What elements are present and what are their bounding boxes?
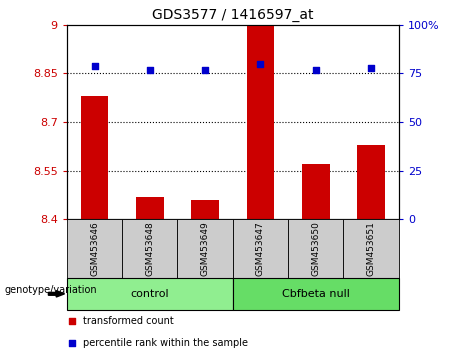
Text: GSM453649: GSM453649 [201, 221, 210, 276]
Bar [357, 145, 385, 219]
Bar [288, 219, 343, 278]
Point [69, 341, 76, 346]
Point [201, 67, 209, 72]
Point [91, 63, 98, 68]
Bar [247, 25, 274, 219]
Point [312, 67, 319, 72]
Text: GSM453648: GSM453648 [145, 221, 154, 276]
Point [146, 67, 154, 72]
Bar [233, 219, 288, 278]
Text: GSM453650: GSM453650 [311, 221, 320, 276]
Point [257, 61, 264, 67]
Point [69, 319, 76, 324]
Text: Cbfbeta null: Cbfbeta null [282, 289, 350, 299]
Text: genotype/variation: genotype/variation [5, 285, 97, 295]
Bar [302, 164, 330, 219]
Text: GSM453646: GSM453646 [90, 221, 99, 276]
Text: percentile rank within the sample: percentile rank within the sample [83, 338, 248, 348]
Bar [67, 278, 233, 310]
Bar [191, 200, 219, 219]
Title: GDS3577 / 1416597_at: GDS3577 / 1416597_at [152, 8, 313, 22]
Bar [81, 96, 108, 219]
Text: GSM453651: GSM453651 [366, 221, 376, 276]
Point [367, 65, 375, 70]
Bar [233, 278, 399, 310]
Bar [136, 197, 164, 219]
Bar [67, 219, 122, 278]
Text: GSM453647: GSM453647 [256, 221, 265, 276]
Bar [122, 219, 177, 278]
Bar [177, 219, 233, 278]
Text: control: control [130, 289, 169, 299]
Bar [343, 219, 399, 278]
Text: transformed count: transformed count [83, 316, 174, 326]
